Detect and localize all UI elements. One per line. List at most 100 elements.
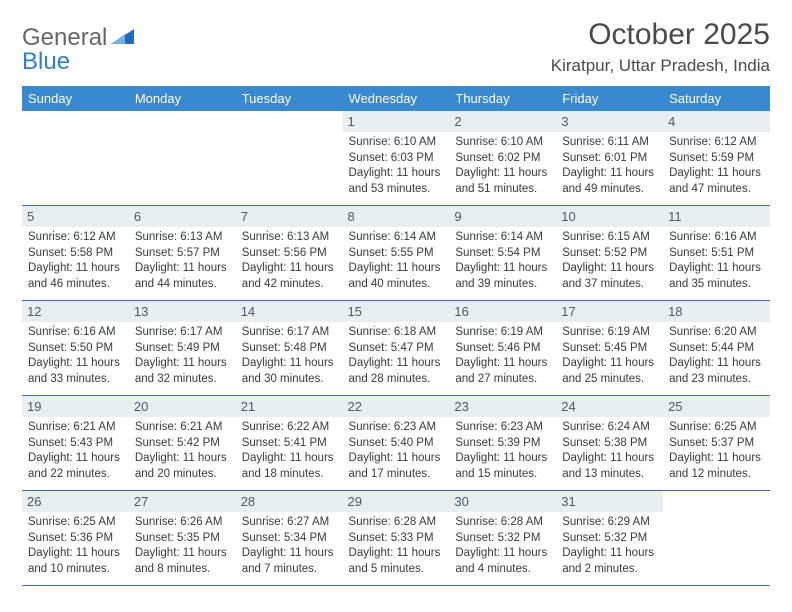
day-number: 14 [236,301,343,322]
location-text: Kiratpur, Uttar Pradesh, India [551,56,770,76]
day-number: 19 [22,396,129,417]
day-info: Sunrise: 6:21 AMSunset: 5:43 PMDaylight:… [28,420,123,482]
day-number: 24 [556,396,663,417]
day-number: 7 [236,206,343,227]
day-number: 9 [449,206,556,227]
day-number: 5 [22,206,129,227]
calendar-cell: . [22,111,129,206]
calendar-cell: 22Sunrise: 6:23 AMSunset: 5:40 PMDayligh… [343,396,450,491]
calendar-cell: 14 Sunrise: 6:17 AMSunset: 5:48 PMDayligh… [236,301,343,396]
day-number: 1 [343,111,450,132]
day-info: Sunrise: 6:17 AMSunset: 5:48 PMDaylight:… [242,325,337,387]
calendar-cell: 26 Sunrise: 6:25 AMSunset: 5:36 PMDayligh… [22,491,129,586]
day-info: Sunrise: 6:13 AMSunset: 5:56 PMDaylight:… [242,230,337,292]
day-number: 22 [343,396,450,417]
day-info: Sunrise: 6:13 AMSunset: 5:57 PMDaylight:… [135,230,230,292]
calendar-cell: 20Sunrise: 6:21 AMSunset: 5:42 PMDayligh… [129,396,236,491]
day-number: 27 [129,491,236,512]
day-number: 20 [129,396,236,417]
day-number: 28 [236,491,343,512]
day-info: Sunrise: 6:25 AMSunset: 5:36 PMDaylight:… [28,515,123,577]
day-info: Sunrise: 6:16 AMSunset: 5:51 PMDaylight:… [669,230,764,292]
day-info: Sunrise: 6:12 AMSunset: 5:58 PMDaylight:… [28,230,123,292]
calendar-cell: 12 Sunrise: 6:16 AMSunset: 5:50 PMDayligh… [22,301,129,396]
day-info: Sunrise: 6:11 AMSunset: 6:01 PMDaylight:… [562,135,657,197]
day-number: 31 [556,491,663,512]
calendar-cell: . [236,111,343,206]
day-info: Sunrise: 6:22 AMSunset: 5:41 PMDaylight:… [242,420,337,482]
day-info: Sunrise: 6:10 AMSunset: 6:03 PMDaylight:… [349,135,444,197]
day-info: Sunrise: 6:12 AMSunset: 5:59 PMDaylight:… [669,135,764,197]
calendar-cell: 3 Sunrise: 6:11 AMSunset: 6:01 PMDaylight… [556,111,663,206]
calendar-cell: 16 Sunrise: 6:19 AMSunset: 5:46 PMDayligh… [449,301,556,396]
calendar-body: ...1Sunrise: 6:10 AMSunset: 6:03 PMDayli… [22,111,770,586]
day-number: 8 [343,206,450,227]
calendar-cell: 25Sunrise: 6:25 AMSunset: 5:37 PMDayligh… [663,396,770,491]
day-info: Sunrise: 6:19 AMSunset: 5:45 PMDaylight:… [562,325,657,387]
weekday-header: Friday [556,86,663,111]
day-number: 3 [556,111,663,132]
day-info: Sunrise: 6:17 AMSunset: 5:49 PMDaylight:… [135,325,230,387]
day-number: 13 [129,301,236,322]
day-info: Sunrise: 6:19 AMSunset: 5:46 PMDaylight:… [455,325,550,387]
day-number: 4 [663,111,770,132]
day-info: Sunrise: 6:24 AMSunset: 5:38 PMDaylight:… [562,420,657,482]
calendar-table: SundayMondayTuesdayWednesdayThursdayFrid… [22,86,770,586]
day-info: Sunrise: 6:18 AMSunset: 5:47 PMDaylight:… [349,325,444,387]
day-number: 30 [449,491,556,512]
day-info: Sunrise: 6:14 AMSunset: 5:54 PMDaylight:… [455,230,550,292]
day-number: 26 [22,491,129,512]
day-number: 21 [236,396,343,417]
brand-triangle-icon [111,24,135,52]
calendar-cell: 27 Sunrise: 6:26 AMSunset: 5:35 PMDayligh… [129,491,236,586]
day-info: Sunrise: 6:15 AMSunset: 5:52 PMDaylight:… [562,230,657,292]
day-info: Sunrise: 6:20 AMSunset: 5:44 PMDaylight:… [669,325,764,387]
calendar-cell: . [663,491,770,586]
page-title: October 2025 [551,18,770,52]
day-number: 15 [343,301,450,322]
calendar-cell: 13 Sunrise: 6:17 AMSunset: 5:49 PMDayligh… [129,301,236,396]
day-number: 12 [22,301,129,322]
calendar-cell: . [129,111,236,206]
day-info: Sunrise: 6:16 AMSunset: 5:50 PMDaylight:… [28,325,123,387]
calendar-cell: 30 Sunrise: 6:28 AMSunset: 5:32 PMDayligh… [449,491,556,586]
calendar-cell: 29Sunrise: 6:28 AMSunset: 5:33 PMDayligh… [343,491,450,586]
weekday-header: Saturday [663,86,770,111]
weekday-header: Monday [129,86,236,111]
calendar-cell: 10 Sunrise: 6:15 AMSunset: 5:52 PMDayligh… [556,206,663,301]
calendar-head: SundayMondayTuesdayWednesdayThursdayFrid… [22,86,770,111]
calendar-cell: 21 Sunrise: 6:22 AMSunset: 5:41 PMDayligh… [236,396,343,491]
day-number: 23 [449,396,556,417]
weekday-header: Tuesday [236,86,343,111]
calendar-cell: 2 Sunrise: 6:10 AMSunset: 6:02 PMDaylight… [449,111,556,206]
day-number: 17 [556,301,663,322]
day-number: 2 [449,111,556,132]
day-info: Sunrise: 6:26 AMSunset: 5:35 PMDaylight:… [135,515,230,577]
title-block: October 2025 Kiratpur, Uttar Pradesh, In… [551,18,770,76]
weekday-header: Sunday [22,86,129,111]
calendar-cell: 8 Sunrise: 6:14 AMSunset: 5:55 PMDaylight… [343,206,450,301]
calendar-cell: 18Sunrise: 6:20 AMSunset: 5:44 PMDayligh… [663,301,770,396]
calendar-cell: 4 Sunrise: 6:12 AMSunset: 5:59 PMDaylight… [663,111,770,206]
day-number: 11 [663,206,770,227]
calendar-cell: 11 Sunrise: 6:16 AMSunset: 5:51 PMDayligh… [663,206,770,301]
brand-logo: General [22,18,137,52]
calendar-cell: 28Sunrise: 6:27 AMSunset: 5:34 PMDayligh… [236,491,343,586]
calendar-cell: 1 Sunrise: 6:10 AMSunset: 6:03 PMDaylight… [343,111,450,206]
day-info: Sunrise: 6:25 AMSunset: 5:37 PMDaylight:… [669,420,764,482]
calendar-cell: 5 Sunrise: 6:12 AMSunset: 5:58 PMDaylight… [22,206,129,301]
calendar-cell: 31 Sunrise: 6:29 AMSunset: 5:32 PMDayligh… [556,491,663,586]
day-info: Sunrise: 6:10 AMSunset: 6:02 PMDaylight:… [455,135,550,197]
day-info: Sunrise: 6:14 AMSunset: 5:55 PMDaylight:… [349,230,444,292]
page-header: General October 2025 Kiratpur, Uttar Pra… [22,18,770,76]
day-info: Sunrise: 6:29 AMSunset: 5:32 PMDaylight:… [562,515,657,577]
calendar-cell: 7 Sunrise: 6:13 AMSunset: 5:56 PMDaylight… [236,206,343,301]
day-info: Sunrise: 6:28 AMSunset: 5:33 PMDaylight:… [349,515,444,577]
day-number: 16 [449,301,556,322]
day-info: Sunrise: 6:28 AMSunset: 5:32 PMDaylight:… [455,515,550,577]
calendar-cell: 9 Sunrise: 6:14 AMSunset: 5:54 PMDaylight… [449,206,556,301]
weekday-header: Wednesday [343,86,450,111]
calendar-cell: 6Sunrise: 6:13 AMSunset: 5:57 PMDaylight… [129,206,236,301]
brand-part2: Blue [22,48,70,76]
day-number: 10 [556,206,663,227]
